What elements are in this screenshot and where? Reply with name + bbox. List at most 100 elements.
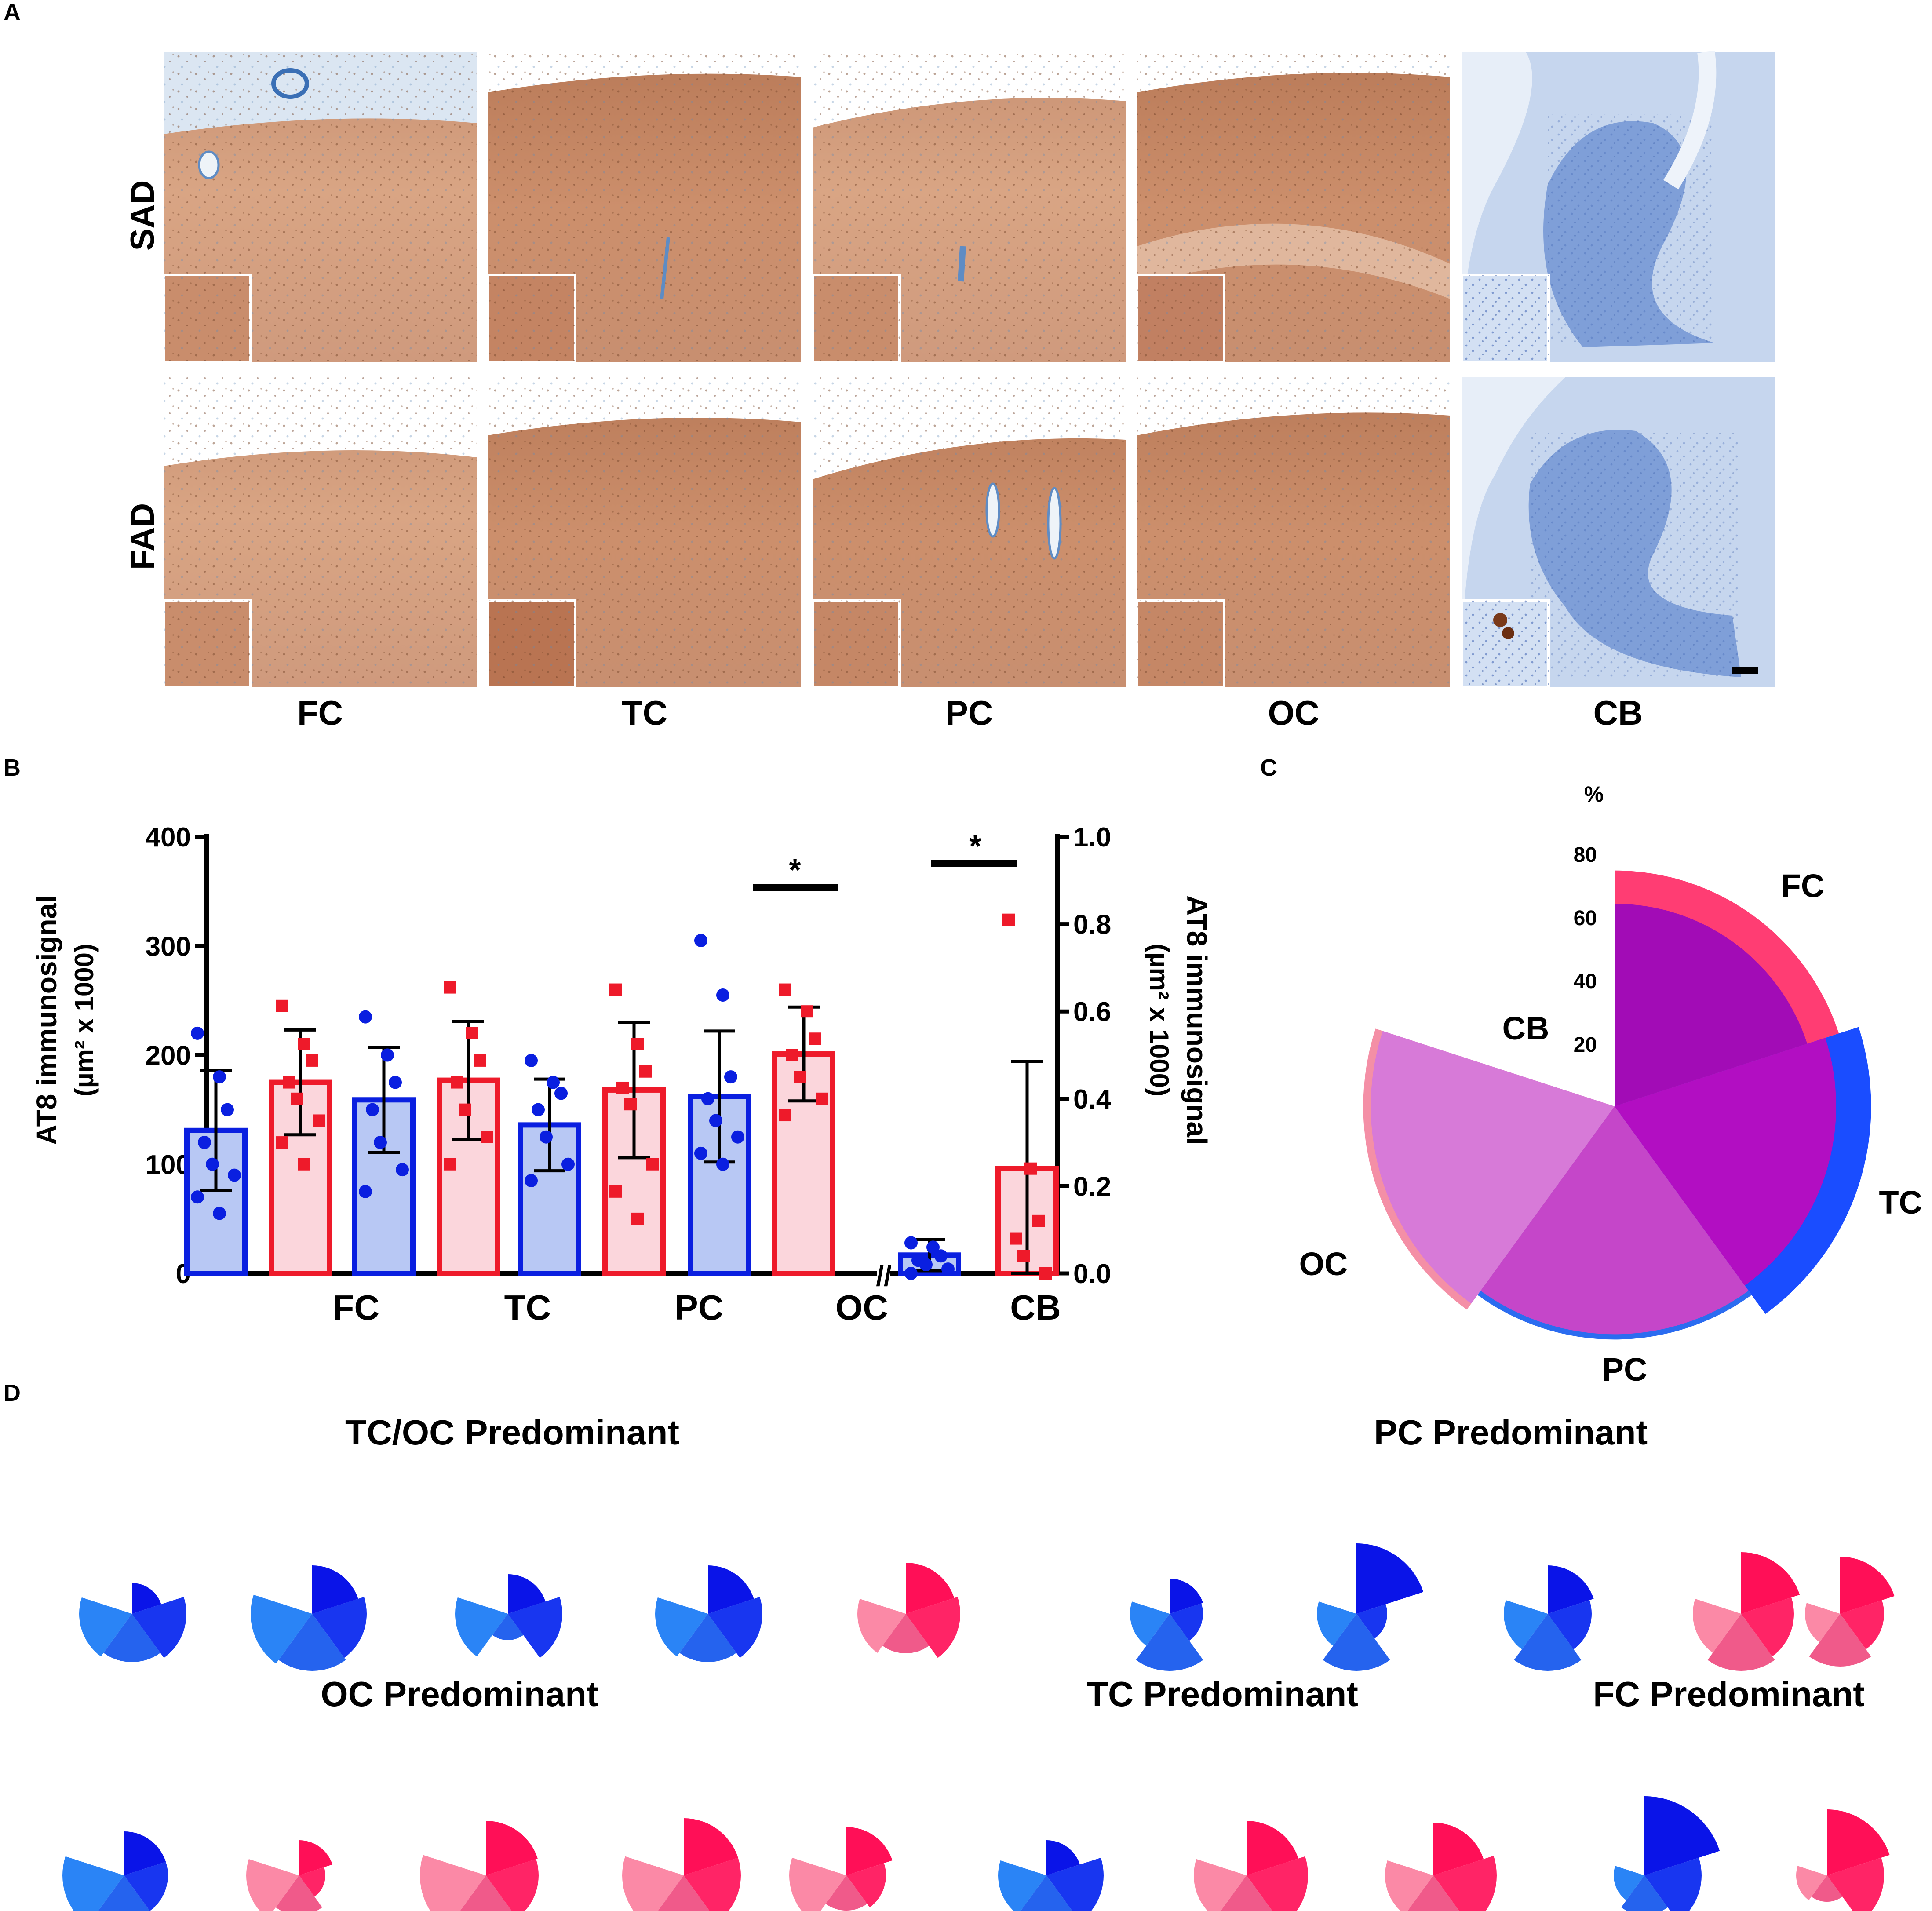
data-point-fad [786, 1049, 798, 1061]
case-wedge-sad [312, 1597, 367, 1658]
data-point-fad [779, 983, 791, 996]
case-wedge-sad [655, 1597, 708, 1657]
x-tick-label-pc: PC [674, 1288, 723, 1327]
data-point-sad [547, 1076, 560, 1089]
polar-wedge-oc [1371, 1031, 1615, 1304]
data-point-sad [366, 1103, 379, 1116]
case-wedge-fad [299, 1867, 326, 1897]
data-point-sad [389, 1076, 402, 1089]
micrograph-sad-fc [162, 52, 477, 363]
case-wedge-fad [1385, 1860, 1433, 1911]
case-wedge-fad [789, 1857, 846, 1911]
case-wedge-fad [906, 1563, 955, 1614]
data-point-fad [451, 1076, 463, 1089]
case-wedge-sad [1170, 1579, 1203, 1614]
group-title-2: OC Predominant [321, 1674, 598, 1714]
data-point-sad [396, 1163, 409, 1177]
case-wedge-fad [658, 1875, 710, 1911]
case-wedge-sad [1356, 1604, 1387, 1639]
case-wedge-fad [1840, 1600, 1884, 1649]
data-point-sad [919, 1258, 933, 1272]
data-point-fad [1032, 1214, 1045, 1227]
data-point-sad [359, 1185, 372, 1198]
micrograph-fad-pc [811, 377, 1126, 689]
polar-rtick-label: 40 [1574, 970, 1597, 993]
data-point-sad [381, 1048, 394, 1062]
case-wedge-fad [882, 1614, 929, 1654]
data-point-fad [609, 983, 622, 996]
x-tick-label-tc: TC [504, 1288, 551, 1327]
case-wedge-fad [1692, 1599, 1741, 1653]
case-wedge-fad [1433, 1823, 1484, 1875]
case-wedge-fad [1741, 1552, 1800, 1614]
case-wedge-fad [1811, 1875, 1843, 1902]
case-wedge-fad [1840, 1557, 1895, 1614]
case-wedge-sad [998, 1860, 1046, 1911]
group-title-3: TC Predominant [1086, 1674, 1358, 1714]
y-axis-label-left-unit: (µm² x 1000) [69, 944, 99, 1097]
case-wedge-sad [250, 1594, 312, 1664]
panel-label-a: A [4, 0, 21, 26]
data-point-fad [298, 1158, 310, 1171]
case-wedge-sad [1514, 1614, 1582, 1671]
data-point-fad [291, 1092, 303, 1105]
case-wedge-sad [278, 1614, 346, 1671]
data-point-sad [374, 1136, 387, 1149]
case-wedge-sad [124, 1862, 168, 1911]
region-label-fc: FC [297, 693, 343, 732]
region-label-pc: PC [945, 693, 993, 732]
data-point-sad [926, 1240, 940, 1254]
data-point-sad [554, 1087, 568, 1100]
data-point-sad [904, 1267, 918, 1280]
data-point-fad [283, 1076, 295, 1089]
case-wedge-fad [1221, 1875, 1272, 1911]
data-point-sad [709, 1114, 722, 1127]
case-wedge-sad [98, 1875, 150, 1911]
polar-rtick-label: 20 [1574, 1033, 1597, 1057]
case-wedge-sad [1136, 1614, 1203, 1671]
data-point-fad [444, 981, 456, 994]
case-wedge-sad [79, 1597, 132, 1657]
case-wedge-sad [1548, 1600, 1592, 1649]
case-wedge-sad [312, 1565, 358, 1614]
case-wedge-fad [857, 1599, 906, 1653]
bar-sad-oc [688, 1094, 751, 1276]
case-wedge-fad [276, 1875, 322, 1911]
case-wedge-sad [103, 1614, 160, 1662]
micrograph-fad-fc [162, 377, 477, 689]
data-point-sad [561, 1157, 575, 1171]
x-tick-label-fc: FC [333, 1288, 380, 1327]
data-point-fad [616, 1081, 629, 1094]
data-point-sad [213, 1070, 226, 1084]
polar-label-oc: OC [1299, 1246, 1348, 1282]
case-wedge-sad [132, 1583, 161, 1614]
case-wedge-fad [1827, 1857, 1884, 1911]
case-wedge-fad [1805, 1603, 1840, 1642]
micrograph-fad-tc [487, 377, 801, 689]
case-wedge-sad [455, 1597, 508, 1657]
y-tick-label-left: 200 [146, 1041, 191, 1071]
y-axis-label-left: AT8 immunosignal [31, 895, 62, 1145]
polar-unit-label: % [1584, 782, 1604, 806]
data-point-sad [213, 1207, 226, 1220]
group-title-4: FC Predominant [1593, 1674, 1865, 1714]
data-point-sad [716, 1157, 729, 1171]
polar-chart: 20 40 60 80 FC TC PC OC CB [1299, 843, 1923, 1388]
case-wedge-sad [508, 1574, 546, 1614]
case-wedge-sad [708, 1597, 762, 1658]
data-point-fad [816, 1092, 828, 1105]
case-wedge-sad [1021, 1875, 1072, 1911]
micrograph-sad-tc [487, 52, 801, 363]
case-wedge-fad [1247, 1821, 1298, 1875]
y-axis-label-right-unit: (µm² x 1000) [1145, 944, 1174, 1097]
case-wedge-sad [1644, 1796, 1720, 1875]
case-wedge-fad [846, 1827, 893, 1875]
data-point-sad [934, 1249, 948, 1263]
polar-rtick-label: 80 [1574, 843, 1597, 867]
panel-label-b: B [4, 755, 21, 781]
group-title-1: PC Predominant [1374, 1413, 1648, 1452]
case-wedge-fad [486, 1821, 538, 1875]
region-label-cb: CB [1593, 693, 1643, 732]
data-point-fad [1024, 1162, 1037, 1175]
